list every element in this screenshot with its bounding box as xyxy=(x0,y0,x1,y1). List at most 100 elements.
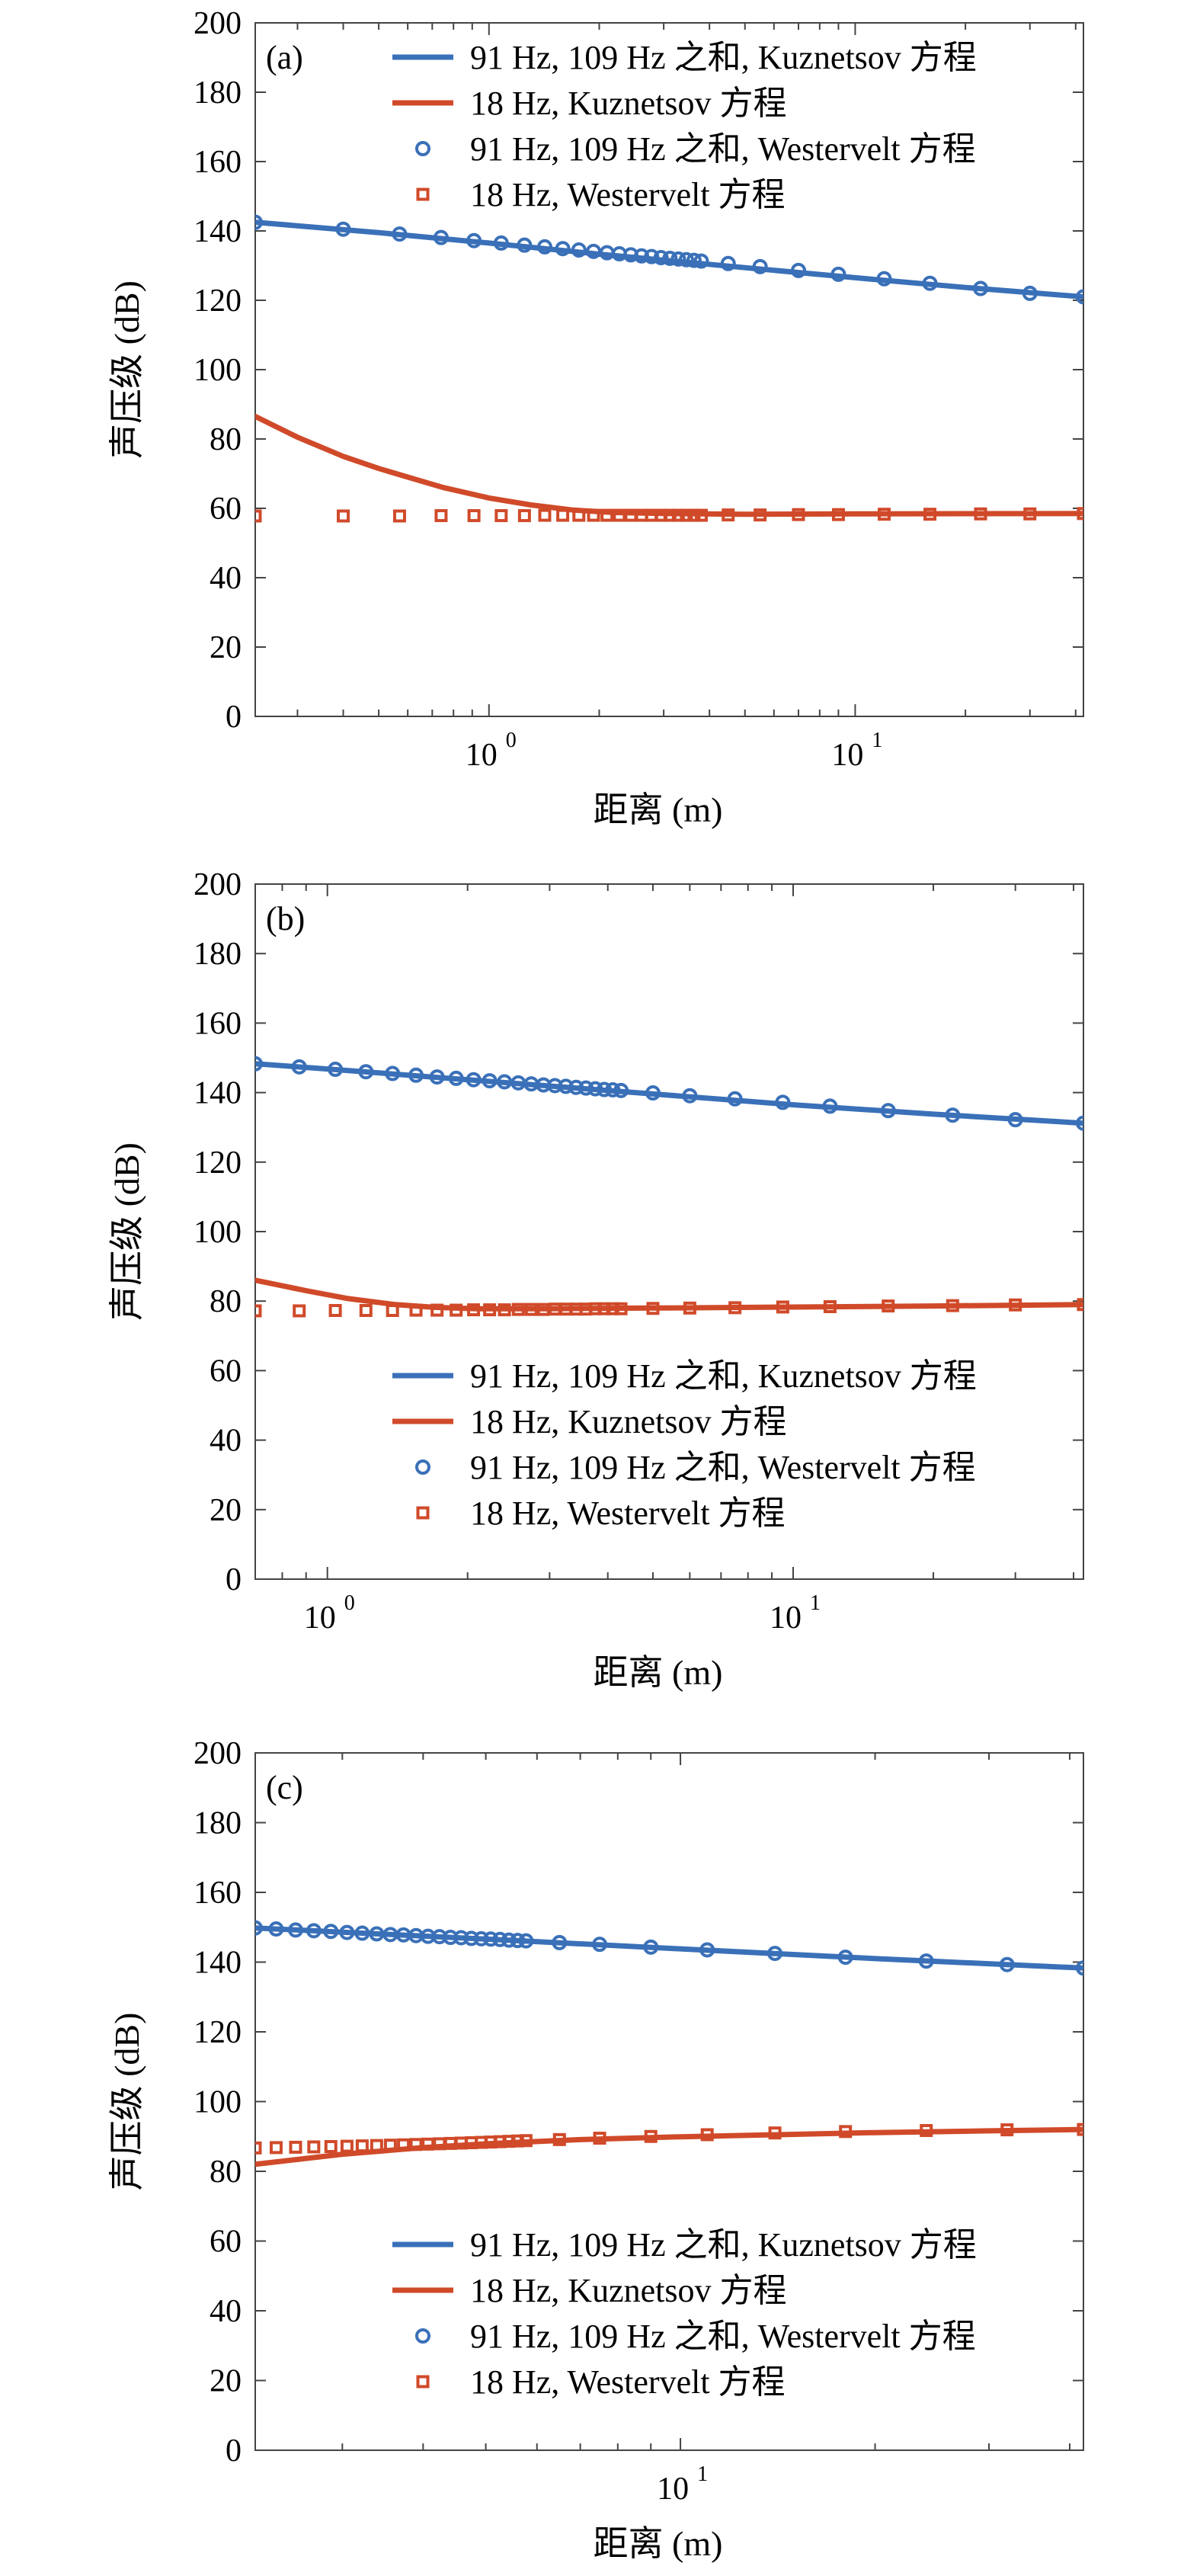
data-point-square xyxy=(552,2132,566,2146)
data-point-circle xyxy=(255,1056,263,1072)
data-point-circle xyxy=(634,248,650,264)
y-tick-label: 100 xyxy=(194,1215,242,1250)
data-point-square xyxy=(483,1303,497,1317)
data-point-square xyxy=(1077,507,1083,521)
data-point-square xyxy=(572,508,586,522)
y-tick-label: 140 xyxy=(194,214,242,249)
data-point-square xyxy=(536,1302,550,1316)
data-point-circle xyxy=(335,221,351,237)
y-tick-label: 200 xyxy=(194,1736,242,1771)
data-point-circle xyxy=(323,1924,339,1940)
data-point-square xyxy=(397,2138,411,2151)
y-tick-label: 100 xyxy=(194,2085,242,2120)
data-point-circle xyxy=(358,1064,374,1080)
y-axis-label: 声压级 (dB) xyxy=(107,1142,146,1321)
data-point-square xyxy=(255,2141,262,2155)
data-point-square xyxy=(920,2123,933,2137)
data-point-circle xyxy=(408,1067,424,1083)
data-point-circle xyxy=(443,1930,459,1946)
data-point-circle xyxy=(354,1925,370,1941)
data-point-square xyxy=(524,1302,538,1316)
data-point-circle xyxy=(790,262,806,278)
data-point-circle xyxy=(880,1103,896,1119)
data-point-square xyxy=(409,2138,423,2151)
data-point-circle xyxy=(482,1073,498,1089)
data-point-circle xyxy=(501,1932,517,1948)
data-point-circle xyxy=(922,275,938,291)
data-point-square xyxy=(289,2140,302,2154)
data-point-square xyxy=(877,508,891,521)
data-point-square xyxy=(498,1303,511,1317)
data-point-circle xyxy=(945,1107,961,1123)
data-point-circle xyxy=(555,241,571,257)
x-axis-label: 距离 (m) xyxy=(594,2524,723,2563)
x-tick-label: 10 xyxy=(466,738,498,773)
data-point-square xyxy=(355,2139,369,2153)
x-tick-exponent: 1 xyxy=(872,729,882,752)
data-point-circle xyxy=(255,1920,263,1936)
y-tick-label: 200 xyxy=(194,867,242,902)
legend-label: 18 Hz, Kuznetsov 方程 xyxy=(470,2272,787,2309)
y-tick-label: 80 xyxy=(210,2155,242,2190)
data-point-circle xyxy=(767,1946,783,1962)
data-point-square xyxy=(467,509,481,523)
series-line xyxy=(255,2126,1083,2167)
y-tick-label: 120 xyxy=(194,1145,242,1181)
y-tick-label: 0 xyxy=(226,700,242,735)
y-tick-label: 160 xyxy=(194,145,242,180)
data-point-circle xyxy=(510,1933,526,1949)
legend-label: 18 Hz, Westervelt 方程 xyxy=(470,1495,786,1532)
legend-circle-swatch xyxy=(415,1459,430,1475)
y-axis-label: 声压级 (dB) xyxy=(107,280,146,459)
x-axis-label: 距离 (m) xyxy=(594,1653,723,1692)
data-point-circle xyxy=(268,1921,284,1937)
data-point-circle xyxy=(448,1070,464,1086)
data-point-circle xyxy=(466,1072,482,1088)
data-point-square xyxy=(587,508,600,522)
data-point-circle xyxy=(752,258,768,274)
data-point-square xyxy=(680,508,693,522)
data-point-circle xyxy=(682,1088,698,1104)
x-tick-exponent: 0 xyxy=(344,1591,355,1615)
data-point-circle xyxy=(837,1950,853,1966)
data-point-circle xyxy=(492,1931,508,1947)
series-line xyxy=(255,1061,1083,1126)
data-point-circle xyxy=(518,1933,534,1949)
data-point-circle xyxy=(587,1081,603,1097)
data-point-square xyxy=(728,1301,742,1315)
data-point-square xyxy=(255,509,262,523)
data-point-square xyxy=(606,1302,619,1315)
data-point-circle xyxy=(653,250,669,266)
data-point-square xyxy=(882,1299,895,1313)
data-point-square xyxy=(328,1304,342,1318)
y-tick-label: 100 xyxy=(194,353,242,388)
y-tick-label: 200 xyxy=(194,6,242,41)
data-point-circle xyxy=(1022,285,1038,301)
data-point-square xyxy=(430,1303,444,1317)
data-point-circle xyxy=(597,1081,613,1097)
plot-area xyxy=(255,1056,1083,1318)
data-point-square xyxy=(754,508,767,522)
data-point-square xyxy=(613,508,626,522)
data-point-square xyxy=(694,508,708,522)
data-point-square xyxy=(614,1302,628,1315)
data-point-square xyxy=(593,2132,606,2145)
data-point-circle xyxy=(644,248,660,264)
data-point-circle xyxy=(1076,289,1083,305)
data-point-square xyxy=(433,2137,446,2151)
data-point-circle xyxy=(571,242,587,258)
data-point-circle xyxy=(385,1065,401,1081)
data-point-circle xyxy=(429,1069,445,1085)
legend-square-swatch xyxy=(416,2375,430,2389)
data-point-square xyxy=(307,2140,321,2154)
data-point-circle xyxy=(822,1098,838,1114)
legend-label: 91 Hz, 109 Hz 之和, Kuznetsov 方程 xyxy=(470,1357,977,1395)
y-tick-label: 120 xyxy=(194,284,242,319)
data-point-square xyxy=(370,2139,383,2152)
data-point-square xyxy=(1077,1298,1083,1312)
legend-square-swatch xyxy=(416,1506,430,1520)
series-line xyxy=(255,413,1083,517)
data-point-square xyxy=(974,507,987,521)
data-point-circle xyxy=(686,252,702,268)
